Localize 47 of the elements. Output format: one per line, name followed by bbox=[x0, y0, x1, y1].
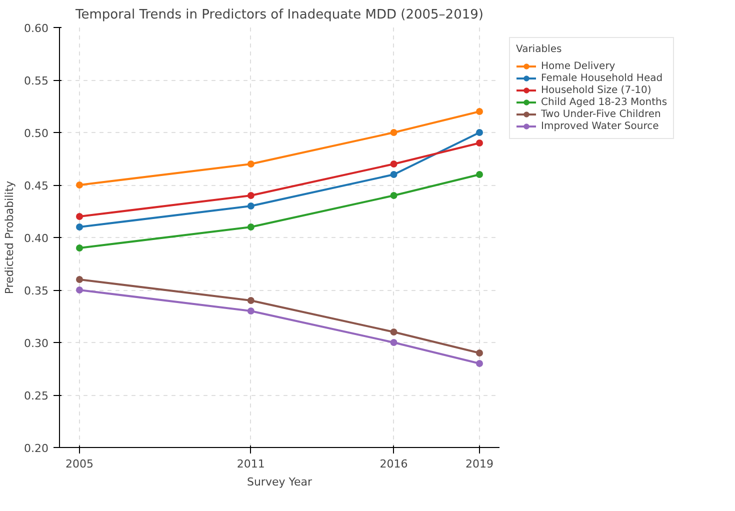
y-tick-label: 0.20 bbox=[24, 442, 49, 455]
point bbox=[390, 129, 398, 136]
y-tick-label: 0.55 bbox=[24, 74, 49, 88]
point bbox=[76, 224, 83, 230]
point bbox=[390, 192, 398, 199]
y-tick-label: 0.35 bbox=[24, 284, 49, 298]
y-tick-label: 0.45 bbox=[24, 180, 49, 192]
x-tick-label: 2005 bbox=[66, 458, 94, 470]
point bbox=[390, 160, 398, 168]
point bbox=[390, 171, 398, 178]
point bbox=[247, 192, 254, 199]
point bbox=[247, 160, 254, 168]
legend-title: Variables bbox=[516, 44, 563, 55]
y-tick-label: 0.30 bbox=[24, 337, 49, 350]
point bbox=[476, 140, 483, 146]
legend-label: Home Delivery bbox=[541, 60, 616, 72]
point bbox=[76, 286, 83, 294]
x-axis-title: Survey Year bbox=[246, 476, 312, 488]
y-axis-title: Predicted Probability bbox=[3, 180, 16, 294]
point bbox=[390, 328, 398, 336]
y-tick-label: 0.25 bbox=[24, 390, 49, 402]
point bbox=[76, 182, 83, 188]
x-tick-label: 2019 bbox=[466, 458, 494, 470]
point bbox=[476, 350, 483, 356]
legend-label: Improved Water Source bbox=[541, 120, 659, 132]
point bbox=[247, 308, 254, 314]
y-tick-label: 0.60 bbox=[24, 22, 49, 35]
point bbox=[76, 213, 83, 220]
point bbox=[76, 276, 83, 283]
point bbox=[247, 297, 254, 304]
legend-label: Child Aged 18-23 Months bbox=[541, 96, 668, 108]
y-tick-label: 0.50 bbox=[24, 127, 49, 140]
chart-title: Temporal Trends in Predictors of Inadequate MDD (2005–2019) bbox=[74, 8, 484, 22]
point bbox=[476, 108, 483, 115]
x-tick-label: 2016 bbox=[380, 458, 408, 470]
point bbox=[476, 171, 483, 178]
point bbox=[247, 224, 254, 230]
point bbox=[476, 129, 483, 136]
legend-label: Female Household Head bbox=[541, 72, 663, 84]
x-tick-label: 2011 bbox=[236, 458, 265, 470]
point bbox=[476, 360, 483, 367]
legend-label: Two Under-Five Children bbox=[541, 108, 661, 120]
point bbox=[390, 339, 398, 346]
point bbox=[247, 202, 254, 210]
y-tick-label: 0.40 bbox=[24, 232, 49, 245]
legend-label: Household Size (7-10) bbox=[541, 84, 652, 96]
point bbox=[76, 244, 83, 252]
